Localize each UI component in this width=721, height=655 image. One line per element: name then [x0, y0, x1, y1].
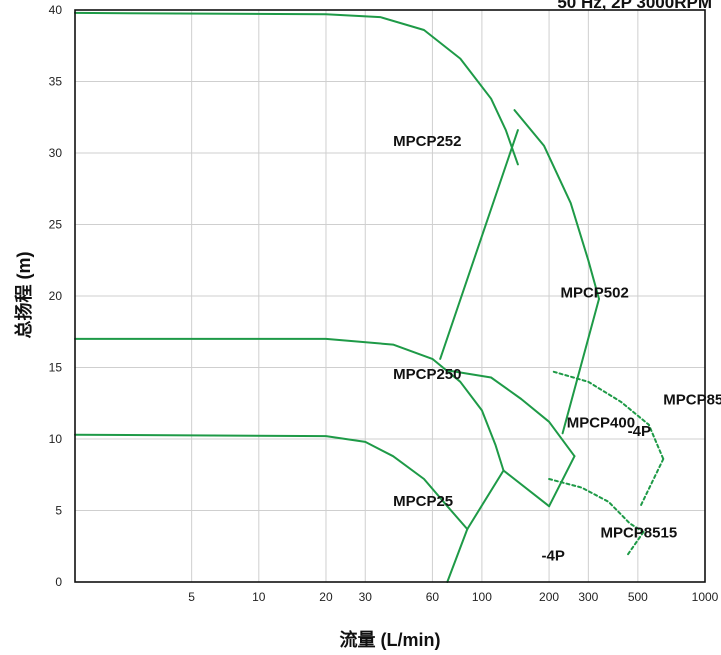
x-tick-label: 60 — [426, 590, 440, 604]
curve-segment — [548, 478, 645, 533]
x-tick-label: 200 — [539, 590, 559, 604]
model-label: MPCP25 — [393, 493, 453, 510]
grid — [75, 10, 705, 582]
curve-segment — [513, 109, 600, 300]
x-tick-label: 1000 — [692, 590, 719, 604]
x-axis-ticks: 5 10 20 30 60 100 200 300 500 1000 — [188, 590, 718, 604]
model-label: MPCP250 — [393, 366, 461, 383]
x-tick-label: 10 — [252, 590, 266, 604]
curve-segment — [439, 129, 519, 360]
model-label: MPCP8515 — [600, 525, 677, 542]
x-tick-label: 20 — [319, 590, 333, 604]
model-label: -4P — [542, 548, 565, 565]
x-tick-label: 300 — [578, 590, 598, 604]
y-axis-title: 总扬程 (m) — [13, 252, 34, 339]
chart-title: 50 Hz, 2P 3000RPM — [557, 0, 712, 12]
x-axis-title: 流量 (L/min) — [340, 629, 441, 650]
series-mpcp252 — [74, 11, 519, 360]
y-axis-ticks: 0 5 10 15 20 25 30 35 40 — [49, 3, 63, 589]
model-labels: MPCP252 MPCP502 MPCP250 MPCP400 MPCP25 MPCP85… — [393, 133, 721, 565]
curve-segment — [552, 370, 665, 460]
y-tick-label: 5 — [55, 504, 62, 518]
y-tick-label: 25 — [49, 218, 63, 232]
x-tick-label: 100 — [472, 590, 492, 604]
y-tick-label: 20 — [49, 289, 63, 303]
curve-segment — [561, 297, 600, 435]
x-tick-label: 30 — [359, 590, 373, 604]
curve-segment — [74, 433, 469, 531]
x-tick-label: 5 — [188, 590, 195, 604]
curve-segment — [502, 469, 551, 508]
y-tick-label: 0 — [55, 575, 62, 589]
curve-segment — [638, 458, 665, 509]
curve-segment — [74, 11, 519, 166]
pump-curves — [74, 11, 665, 583]
series-mpcp8520-4p — [552, 370, 665, 509]
y-tick-label: 15 — [49, 361, 63, 375]
y-tick-label: 40 — [49, 3, 63, 17]
y-tick-label: 30 — [49, 146, 63, 160]
series-mpcp502 — [513, 109, 600, 435]
series-mpcp400 — [446, 369, 576, 508]
model-label: MPCP502 — [560, 284, 628, 301]
y-tick-label: 35 — [49, 75, 63, 89]
curve-segment — [446, 469, 505, 583]
curve-segment — [446, 369, 576, 458]
model-label: MPCP8520 — [663, 392, 721, 409]
series-mpcp8515-4p — [548, 478, 645, 556]
curve-segment — [74, 337, 505, 472]
curve-segment — [626, 531, 645, 556]
model-label: -4P — [628, 423, 651, 440]
series-mpcp25 — [74, 433, 505, 583]
model-label: MPCP400 — [567, 415, 635, 432]
x-tick-label: 500 — [628, 590, 648, 604]
y-tick-label: 10 — [49, 432, 63, 446]
series-mpcp250 — [74, 337, 505, 472]
model-label: MPCP252 — [393, 133, 461, 150]
curve-segment — [548, 455, 576, 508]
plot-frame — [74, 9, 706, 583]
